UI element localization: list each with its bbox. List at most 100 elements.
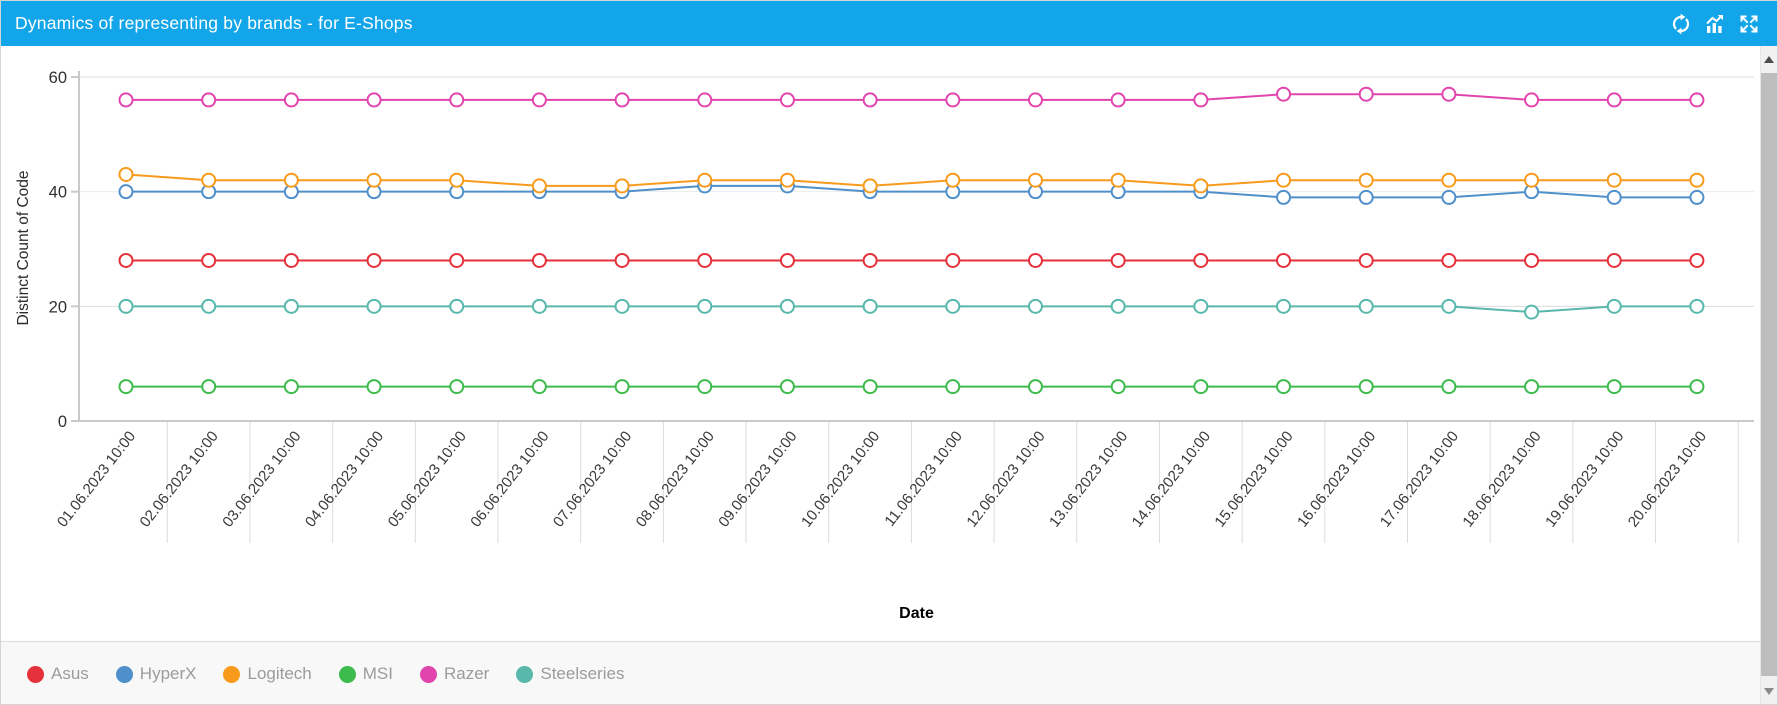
data-point[interactable] [1441,189,1457,205]
data-point[interactable] [862,92,878,108]
data-point[interactable] [1358,298,1374,314]
chart-type-button[interactable] [1702,11,1728,37]
data-point[interactable] [201,172,217,188]
data-point[interactable] [945,252,961,268]
data-point[interactable] [1358,172,1374,188]
data-point[interactable] [1689,379,1705,395]
data-point[interactable] [779,92,795,108]
data-point[interactable] [1524,252,1540,268]
data-point[interactable] [779,252,795,268]
data-point[interactable] [366,92,382,108]
data-point[interactable] [1606,189,1622,205]
data-point[interactable] [531,92,547,108]
data-point[interactable] [1689,172,1705,188]
data-point[interactable] [1358,379,1374,395]
data-point[interactable] [201,298,217,314]
data-point[interactable] [449,379,465,395]
scrollbar-thumb[interactable] [1761,73,1777,676]
data-point[interactable] [531,252,547,268]
data-point[interactable] [283,379,299,395]
data-point[interactable] [697,298,713,314]
data-point[interactable] [1606,92,1622,108]
data-point[interactable] [1689,298,1705,314]
data-point[interactable] [449,252,465,268]
data-point[interactable] [1193,298,1209,314]
data-point[interactable] [1276,189,1292,205]
maximize-button[interactable] [1736,11,1762,37]
data-point[interactable] [1441,252,1457,268]
data-point[interactable] [1524,379,1540,395]
data-point[interactable] [697,172,713,188]
data-point[interactable] [862,379,878,395]
data-point[interactable] [1193,252,1209,268]
data-point[interactable] [1358,252,1374,268]
data-point[interactable] [1276,252,1292,268]
data-point[interactable] [697,92,713,108]
data-point[interactable] [1276,298,1292,314]
data-point[interactable] [118,92,134,108]
data-point[interactable] [1606,298,1622,314]
data-point[interactable] [1358,189,1374,205]
data-point[interactable] [945,92,961,108]
data-point[interactable] [283,252,299,268]
data-point[interactable] [531,178,547,194]
data-point[interactable] [862,298,878,314]
data-point[interactable] [531,379,547,395]
data-point[interactable] [614,252,630,268]
data-point[interactable] [614,178,630,194]
data-point[interactable] [1193,178,1209,194]
data-point[interactable] [118,184,134,200]
data-point[interactable] [1689,92,1705,108]
data-point[interactable] [1524,92,1540,108]
data-point[interactable] [201,252,217,268]
data-point[interactable] [1110,379,1126,395]
data-point[interactable] [779,172,795,188]
data-point[interactable] [283,172,299,188]
data-point[interactable] [945,172,961,188]
data-point[interactable] [531,298,547,314]
data-point[interactable] [1358,86,1374,102]
data-point[interactable] [945,379,961,395]
data-point[interactable] [1110,92,1126,108]
data-point[interactable] [862,178,878,194]
data-point[interactable] [697,379,713,395]
data-point[interactable] [1689,252,1705,268]
data-point[interactable] [1027,252,1043,268]
data-point[interactable] [614,379,630,395]
data-point[interactable] [366,298,382,314]
data-point[interactable] [1606,379,1622,395]
data-point[interactable] [614,298,630,314]
data-point[interactable] [1606,252,1622,268]
data-point[interactable] [1524,304,1540,320]
data-point[interactable] [1524,172,1540,188]
data-point[interactable] [614,92,630,108]
refresh-button[interactable] [1668,11,1694,37]
data-point[interactable] [118,166,134,182]
data-point[interactable] [779,298,795,314]
data-point[interactable] [118,252,134,268]
data-point[interactable] [366,379,382,395]
data-point[interactable] [697,252,713,268]
data-point[interactable] [283,92,299,108]
data-point[interactable] [1027,298,1043,314]
data-point[interactable] [449,172,465,188]
data-point[interactable] [1027,92,1043,108]
data-point[interactable] [1689,189,1705,205]
data-point[interactable] [1193,92,1209,108]
data-point[interactable] [1276,86,1292,102]
data-point[interactable] [118,298,134,314]
vertical-scrollbar[interactable] [1760,46,1777,704]
data-point[interactable] [1441,298,1457,314]
data-point[interactable] [1110,172,1126,188]
data-point[interactable] [1110,252,1126,268]
data-point[interactable] [1441,379,1457,395]
data-point[interactable] [449,92,465,108]
data-point[interactable] [366,252,382,268]
data-point[interactable] [201,379,217,395]
data-point[interactable] [1027,172,1043,188]
data-point[interactable] [118,379,134,395]
scroll-down-button[interactable] [1761,678,1777,704]
data-point[interactable] [945,298,961,314]
data-point[interactable] [201,92,217,108]
data-point[interactable] [862,252,878,268]
